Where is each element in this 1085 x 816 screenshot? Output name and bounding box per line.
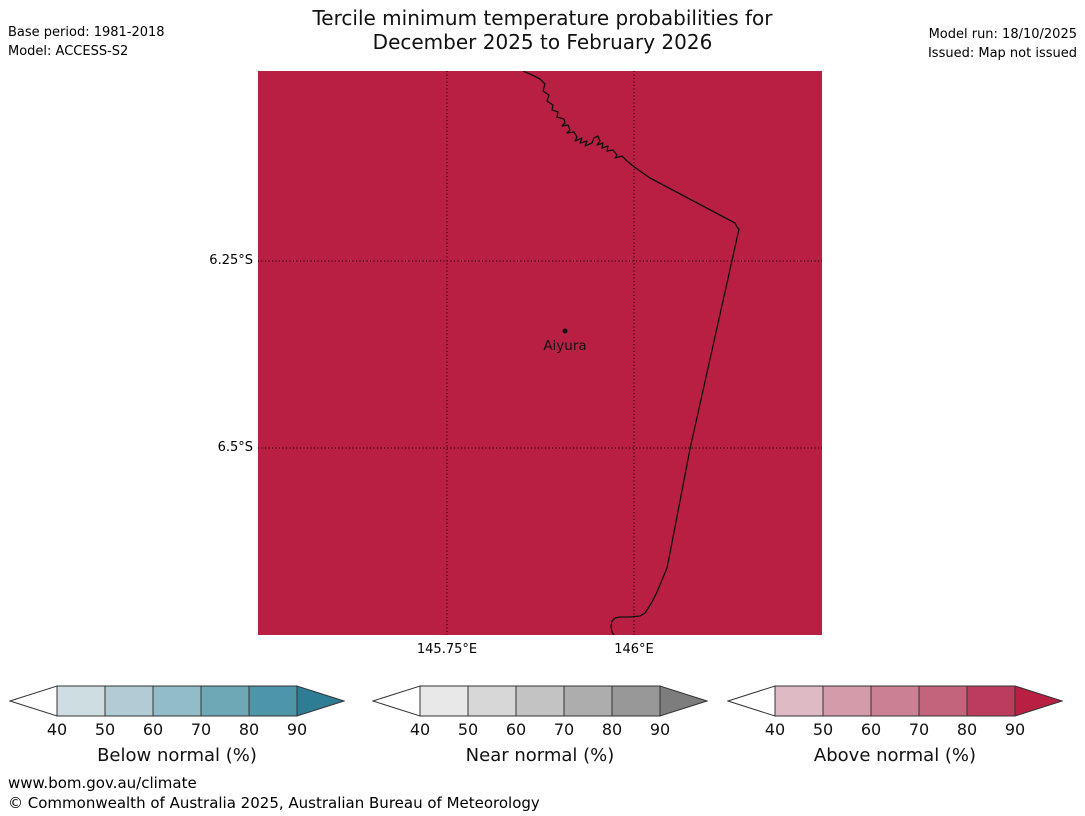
page-title: Tercile minimum temperature probabilitie… (0, 6, 1085, 54)
above-right-arrow (1014, 685, 1063, 717)
below-left-arrow (9, 685, 58, 717)
title-line-1: Tercile minimum temperature probabilitie… (312, 6, 773, 30)
below-right-arrow (296, 685, 345, 717)
below-seg-40-50 (56, 685, 106, 717)
legend-near-normal: 40 50 60 70 80 90 Near normal (%) (372, 684, 708, 768)
near-tick-60: 60 (506, 720, 526, 739)
below-tick-80: 80 (239, 720, 259, 739)
run-metadata-left: Base period: 1981-2018 Model: ACCESS-S2 (8, 23, 165, 61)
below-tick-50: 50 (95, 720, 115, 739)
bom-climate-url: www.bom.gov.au/climate (8, 774, 197, 792)
above-tick-80: 80 (957, 720, 977, 739)
above-tick-50: 50 (813, 720, 833, 739)
legend-above-normal: 40 50 60 70 80 90 Above normal (%) (727, 684, 1063, 768)
above-tick-70: 70 (909, 720, 929, 739)
above-tick-60: 60 (861, 720, 881, 739)
below-tick-40: 40 (47, 720, 67, 739)
map-fill-region (258, 71, 822, 635)
near-tick-50: 50 (458, 720, 478, 739)
model-text: Model: ACCESS-S2 (8, 44, 129, 59)
near-seg-60-70 (515, 685, 565, 717)
probability-map: Aiyura (258, 71, 822, 635)
lon-tick-145-75e: 145.75°E (416, 642, 478, 657)
near-left-arrow (372, 685, 421, 717)
near-tick-90: 90 (650, 720, 670, 739)
station-marker-dot (562, 328, 568, 334)
below-tick-90: 90 (287, 720, 307, 739)
near-tick-70: 70 (554, 720, 574, 739)
near-seg-50-60 (467, 685, 517, 717)
above-seg-40-50 (774, 685, 824, 717)
above-seg-60-70 (870, 685, 920, 717)
above-left-arrow (727, 685, 776, 717)
base-period-text: Base period: 1981-2018 (8, 25, 165, 40)
lon-tick-146e: 146°E (614, 642, 654, 657)
run-metadata-right: Model run: 18/10/2025 Issued: Map not is… (928, 25, 1077, 63)
below-seg-50-60 (104, 685, 154, 717)
lat-tick-6-5s: 6.5°S (217, 440, 253, 455)
near-seg-40-50 (419, 685, 469, 717)
model-run-text: Model run: 18/10/2025 (928, 27, 1077, 42)
station-label: Aiyura (543, 338, 586, 354)
above-tick-40: 40 (765, 720, 785, 739)
copyright-text: © Commonwealth of Australia 2025, Austra… (8, 794, 540, 812)
legend-below-normal: 40 50 60 70 80 90 Below normal (%) (9, 684, 345, 768)
above-seg-50-60 (822, 685, 872, 717)
near-tick-80: 80 (602, 720, 622, 739)
above-seg-80-90 (966, 685, 1016, 717)
below-legend-title: Below normal (%) (97, 745, 257, 766)
issued-text: Issued: Map not issued (927, 46, 1077, 61)
below-seg-80-90 (248, 685, 298, 717)
below-tick-70: 70 (191, 720, 211, 739)
below-seg-70-80 (200, 685, 250, 717)
near-seg-80-90 (611, 685, 661, 717)
district-boundary-line (522, 71, 740, 635)
near-right-arrow (659, 685, 708, 717)
lat-tick-6-25s: 6.25°S (209, 253, 253, 268)
above-tick-90: 90 (1005, 720, 1025, 739)
above-seg-70-80 (918, 685, 968, 717)
above-legend-title: Above normal (%) (814, 745, 976, 766)
near-tick-40: 40 (410, 720, 430, 739)
title-line-2: December 2025 to February 2026 (372, 30, 713, 54)
below-tick-60: 60 (143, 720, 163, 739)
near-legend-title: Near normal (%) (466, 745, 615, 766)
near-seg-70-80 (563, 685, 613, 717)
below-seg-60-70 (152, 685, 202, 717)
